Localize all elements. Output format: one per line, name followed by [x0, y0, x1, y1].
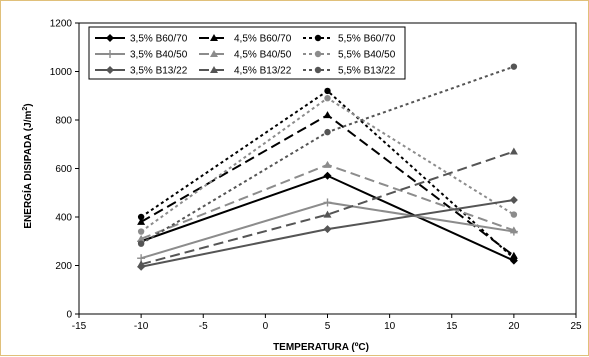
data-point — [137, 217, 146, 225]
legend-marker — [210, 50, 218, 57]
series-layer — [137, 63, 518, 271]
legend-marker — [210, 66, 218, 73]
series-line — [140, 174, 515, 262]
legend-label: 5,5% B13/22 — [338, 66, 396, 77]
y-tick-label: 800 — [55, 116, 72, 127]
x-tick-label: -15 — [72, 321, 87, 332]
y-tick-label: 400 — [55, 213, 72, 224]
y-tick-label: 0 — [66, 310, 72, 321]
legend-item: 3,5% B13/22 — [95, 66, 188, 77]
data-point — [323, 225, 332, 234]
data-point — [509, 196, 518, 205]
series-9 — [137, 63, 518, 247]
data-point — [323, 111, 332, 119]
data-point — [323, 171, 332, 180]
data-point — [137, 234, 146, 242]
x-tick-label: -5 — [199, 321, 208, 332]
legend-label: 4,5% B13/22 — [234, 66, 292, 77]
x-axis-title: TEMPERATURA (ºC) — [273, 342, 369, 353]
x-tick-label: 0 — [263, 321, 269, 332]
axes: -15 -10 -5 0 5 10 15 20 25 0 200 400 600 800 1000 1200 — [50, 19, 582, 333]
legend-label: 3,5% B60/70 — [130, 34, 188, 45]
data-point — [323, 198, 332, 207]
legend: 3,5% B60/70 4,5% B60/70 5,5% B60/70 3,5% B4… — [88, 26, 406, 80]
data-point — [510, 211, 518, 218]
x-tick-label: 20 — [508, 321, 520, 332]
series-7 — [137, 196, 518, 271]
legend-item: 3,5% B40/50 — [95, 50, 188, 61]
data-point — [324, 87, 331, 95]
y-axis-title: ENERGÍA DISIPADA (J/m2) — [21, 103, 34, 228]
data-point — [137, 240, 145, 247]
x-tick-label: 25 — [570, 321, 582, 332]
y-tick-label: 1000 — [50, 67, 73, 78]
legend-marker — [314, 50, 322, 58]
legend-item: 3,5% B60/70 — [95, 34, 188, 45]
data-point — [510, 63, 518, 70]
legend-label: 4,5% B60/70 — [234, 34, 292, 45]
legend-label: 3,5% B13/22 — [130, 66, 188, 77]
x-tick-label: 5 — [325, 321, 331, 332]
legend-label: 5,5% B60/70 — [338, 34, 396, 45]
x-tick-label: -10 — [134, 321, 149, 332]
data-point — [323, 160, 332, 168]
legend-marker — [106, 50, 114, 58]
series-line — [140, 89, 515, 259]
legend-marker — [106, 66, 114, 74]
data-point — [137, 213, 145, 221]
legend-item: 4,5% B60/70 — [199, 34, 292, 45]
series-6 — [137, 94, 518, 235]
legend-item: 4,5% B40/50 — [199, 50, 292, 61]
legend-label: 4,5% B40/50 — [234, 50, 292, 61]
series-5 — [137, 160, 518, 242]
y-tick-label: 600 — [55, 164, 72, 175]
data-point — [323, 210, 332, 218]
legend-label: 5,5% B40/50 — [338, 50, 396, 61]
legend-marker — [210, 34, 218, 41]
data-point — [509, 226, 518, 234]
x-tick-label: 10 — [384, 321, 396, 332]
legend-marker — [314, 66, 322, 74]
series-3 — [137, 87, 518, 262]
data-point — [137, 228, 145, 235]
data-point — [324, 128, 331, 136]
legend-marker — [106, 34, 114, 42]
legend-item: 4,5% B13/22 — [199, 66, 292, 77]
y-tick-label: 1200 — [50, 19, 73, 30]
data-point — [137, 260, 146, 268]
data-point — [509, 147, 518, 155]
x-tick-label: 15 — [446, 321, 458, 332]
data-point — [510, 255, 518, 262]
legend-marker — [314, 34, 322, 42]
legend-item: 5,5% B13/22 — [303, 66, 396, 77]
legend-item: 5,5% B60/70 — [303, 34, 396, 45]
legend-item: 5,5% B40/50 — [303, 50, 396, 61]
y-tick-label: 200 — [55, 261, 72, 272]
data-point — [324, 94, 331, 102]
legend-box — [88, 26, 406, 80]
series-8 — [137, 147, 518, 268]
legend-label: 3,5% B40/50 — [130, 50, 188, 61]
series-line — [140, 150, 515, 266]
